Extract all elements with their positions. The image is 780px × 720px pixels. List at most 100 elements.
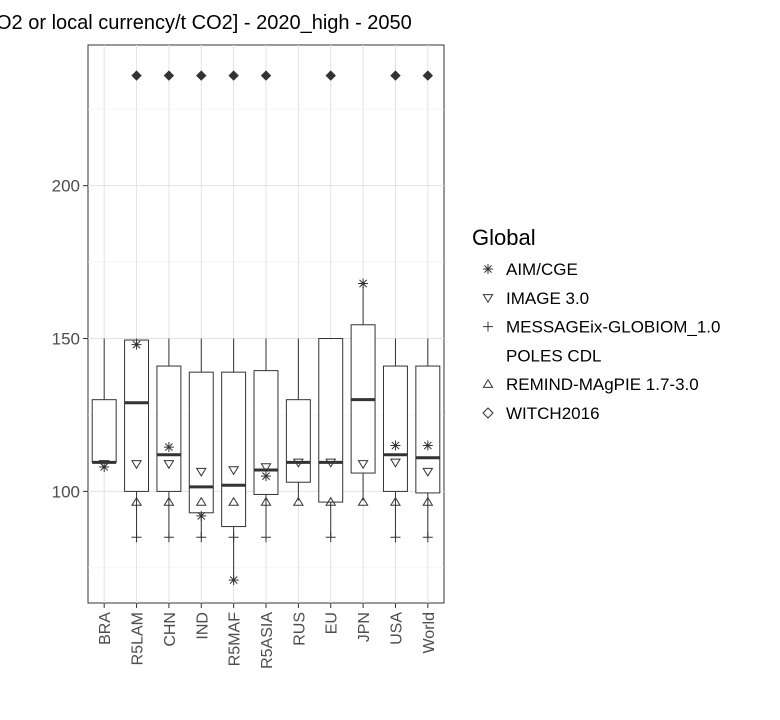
x-tick-label-eu: EU [324, 612, 341, 634]
point-diamond-filled [390, 70, 401, 81]
x-tick-label-jpn: JPN [356, 612, 373, 642]
box-iqr [382, 365, 408, 492]
legend-entry: REMIND-MAgPIE 1.7-3.0 [482, 375, 699, 394]
box-iqr [253, 370, 279, 495]
legend: Global AIM/CGE IMAGE 3.0 MESSAGEix-GLOBIOM… [472, 225, 720, 423]
legend-key-plus [483, 321, 493, 332]
point-asterisk [196, 510, 207, 521]
x-tick-label-rus: RUS [291, 612, 308, 646]
legend-key-diamond [482, 407, 494, 419]
legend-label: IMAGE 3.0 [506, 289, 589, 308]
legend-key-asterisk [483, 264, 493, 274]
point-triangle-up [163, 496, 175, 506]
point-asterisk [358, 278, 369, 289]
point-plus [196, 532, 207, 543]
box-r5asia [253, 338, 279, 538]
y-axis: 100 150 200 [52, 177, 88, 501]
x-tick-label-ind: IND [194, 612, 211, 640]
x-tick-label-r5asia: R5ASIA [259, 612, 276, 669]
box-iqr [318, 338, 344, 503]
y-tick-label: 200 [52, 177, 80, 196]
point-diamond-filled [163, 70, 175, 81]
point-triangle-up [389, 496, 401, 506]
legend-title: Global [472, 225, 536, 250]
point-plus [390, 532, 401, 543]
point-triangle-down [325, 458, 337, 468]
point-triangle-down [98, 460, 110, 470]
point-asterisk [261, 471, 271, 482]
point-triangle-down [163, 460, 175, 470]
point-triangle-down [195, 467, 207, 477]
legend-label: AIM/CGE [506, 260, 578, 279]
legend-entry: IMAGE 3.0 [482, 289, 589, 308]
y-tick-label: 100 [52, 482, 80, 501]
box-layer [91, 283, 441, 581]
point-plus [228, 532, 239, 543]
point-triangle-up [131, 496, 143, 506]
point-triangle-up [357, 496, 369, 506]
point-plus [131, 532, 142, 543]
x-tick-label-r5lam: R5LAM [130, 612, 147, 665]
point-plus [163, 532, 174, 543]
grid-lines [88, 45, 444, 603]
box-rus [285, 338, 311, 501]
box-ind [188, 338, 214, 538]
x-tick-label-usa: USA [388, 612, 405, 645]
point-triangle-up [325, 496, 337, 506]
point-diamond-filled [260, 70, 272, 81]
legend-label: REMIND-MAgPIE 1.7-3.0 [506, 375, 699, 394]
point-triangle-down [131, 460, 143, 470]
point-triangle-down [422, 467, 434, 477]
box-iqr [188, 371, 214, 514]
point-triangle-up [195, 496, 207, 506]
point-diamond-filled [228, 70, 239, 81]
box-jpn [350, 283, 376, 501]
y-tick-label: 150 [52, 330, 80, 349]
x-tick-label-world: World [421, 612, 438, 654]
point-plus [261, 532, 271, 543]
legend-entry: AIM/CGE [483, 260, 578, 279]
legend-key-triangle-down [482, 294, 494, 304]
point-asterisk [163, 442, 174, 453]
point-asterisk [228, 575, 239, 586]
point-triangle-down [292, 458, 304, 468]
box-r5maf [221, 338, 247, 581]
point-diamond-filled [422, 70, 434, 81]
legend-entry: POLES CDL [506, 346, 601, 365]
chart-title: O2 or local currency/t CO2] - 2020_high … [0, 12, 412, 34]
legend-entry: WITCH2016 [482, 404, 600, 423]
point-diamond-filled [325, 70, 336, 81]
point-triangle-down [228, 466, 240, 476]
point-asterisk [422, 440, 433, 451]
legend-label: MESSAGEix-GLOBIOM_1.0 [506, 318, 720, 337]
box-iqr [221, 371, 247, 528]
box-chn [156, 338, 182, 538]
box-usa [382, 338, 408, 538]
points-layer [98, 70, 434, 586]
point-triangle-up [292, 496, 304, 506]
point-asterisk [131, 339, 142, 350]
point-plus [325, 532, 336, 543]
point-triangle-down [389, 458, 401, 468]
box-r5lam [124, 338, 150, 538]
point-diamond-filled [196, 70, 207, 81]
box-iqr [415, 365, 441, 494]
point-triangle-down [357, 460, 369, 470]
point-triangle-up [260, 496, 272, 506]
legend-label: WITCH2016 [506, 404, 600, 423]
point-diamond-filled [131, 70, 142, 81]
box-iqr [285, 399, 311, 483]
box-world [415, 338, 441, 538]
box-iqr [156, 365, 182, 492]
box-eu [318, 338, 344, 538]
point-triangle-down [260, 463, 272, 473]
box-iqr [91, 399, 117, 463]
point-plus [422, 532, 433, 543]
x-tick-label-r5maf: R5MAF [227, 612, 244, 666]
point-asterisk [390, 440, 401, 451]
x-axis: BRA R5LAM CHN IND R5MAF R5ASIA RUS EU JPN USA Worl… [97, 603, 438, 669]
legend-entry: MESSAGEix-GLOBIOM_1.0 [483, 318, 720, 337]
point-triangle-up [228, 496, 240, 506]
point-asterisk [99, 461, 110, 472]
